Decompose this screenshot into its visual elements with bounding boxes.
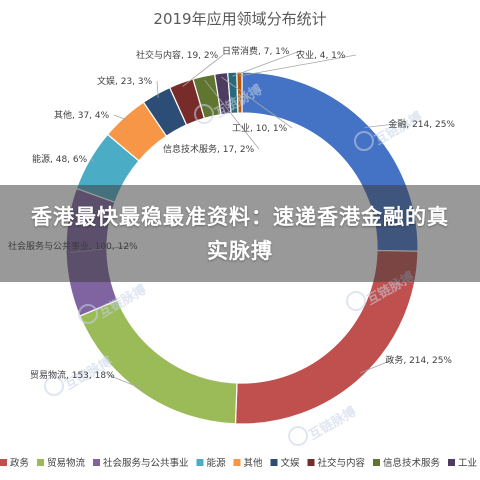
legend-swatch bbox=[37, 459, 44, 466]
data-label: 工业, 10, 1% bbox=[232, 123, 288, 134]
leader-line bbox=[232, 50, 301, 77]
legend-swatch bbox=[93, 459, 100, 466]
leader-line bbox=[239, 54, 357, 77]
legend-swatch bbox=[196, 459, 204, 466]
leader-line bbox=[364, 123, 396, 128]
leader-line bbox=[360, 359, 393, 374]
leader-line bbox=[113, 114, 128, 121]
data-label: 社交与内容, 19, 2% bbox=[136, 49, 219, 61]
data-label: 农业, 4, 1% bbox=[296, 49, 346, 61]
leader-line bbox=[182, 54, 224, 87]
data-label: 文娱, 23, 3% bbox=[97, 75, 153, 87]
legend-label: 信息技术服务 bbox=[383, 457, 441, 469]
leader-line bbox=[156, 80, 159, 98]
legend-swatch bbox=[448, 459, 455, 466]
legend-label: 贸易物流 bbox=[47, 457, 86, 469]
legend-swatch bbox=[270, 459, 278, 466]
legend-swatch bbox=[373, 459, 380, 466]
watermark-logo-icon bbox=[288, 426, 308, 446]
data-label: 其他, 37, 4% bbox=[54, 109, 110, 121]
legend-label: 其他 bbox=[244, 457, 264, 469]
data-label: 政务, 214, 25% bbox=[385, 354, 452, 366]
legend-label: 工业 bbox=[458, 458, 477, 469]
chart-title: 2019年应用领域分布统计 bbox=[153, 10, 326, 28]
slice-12 bbox=[236, 71, 243, 114]
data-label: 日常消费, 7, 1% bbox=[222, 45, 290, 57]
data-label: 贸易物流, 153, 18% bbox=[30, 369, 115, 381]
leader-line bbox=[204, 79, 260, 150]
watermark-logo-icon bbox=[194, 104, 214, 124]
legend-swatch bbox=[0, 459, 7, 466]
banner-title: 香港最快最稳最准资料：速递香港金融的真实脉搏 bbox=[31, 204, 449, 263]
leader-line bbox=[107, 374, 145, 390]
legend-swatch bbox=[233, 459, 241, 466]
watermark-logo-icon bbox=[78, 304, 98, 324]
watermark-text: 互链脉搏 bbox=[306, 404, 359, 444]
data-label: 信息技术服务, 17, 2% bbox=[163, 143, 255, 155]
legend-swatch bbox=[307, 459, 315, 466]
legend-label: 社会服务与公共事业 bbox=[103, 457, 189, 469]
legend-label: 文娱 bbox=[281, 457, 301, 469]
legend: 政务贸易物流社会服务与公共事业能源其他文娱社交与内容信息技术服务工业日常消费农业 bbox=[0, 457, 477, 469]
leader-line bbox=[221, 76, 293, 129]
overlay-banner: 香港最快最稳最准资料：速递香港金融的真实脉搏 bbox=[0, 185, 480, 282]
legend-label: 政务 bbox=[10, 457, 30, 469]
legend-label: 社交与内容 bbox=[318, 457, 366, 469]
data-label: 金融, 214, 25% bbox=[388, 118, 455, 130]
watermark-logo-icon bbox=[354, 131, 374, 151]
watermark-logo-icon bbox=[346, 291, 366, 311]
legend-label: 能源 bbox=[207, 457, 227, 469]
data-label: 能源, 48, 6% bbox=[32, 153, 88, 165]
watermark-logo-icon bbox=[44, 376, 64, 396]
leader-line bbox=[91, 158, 94, 163]
